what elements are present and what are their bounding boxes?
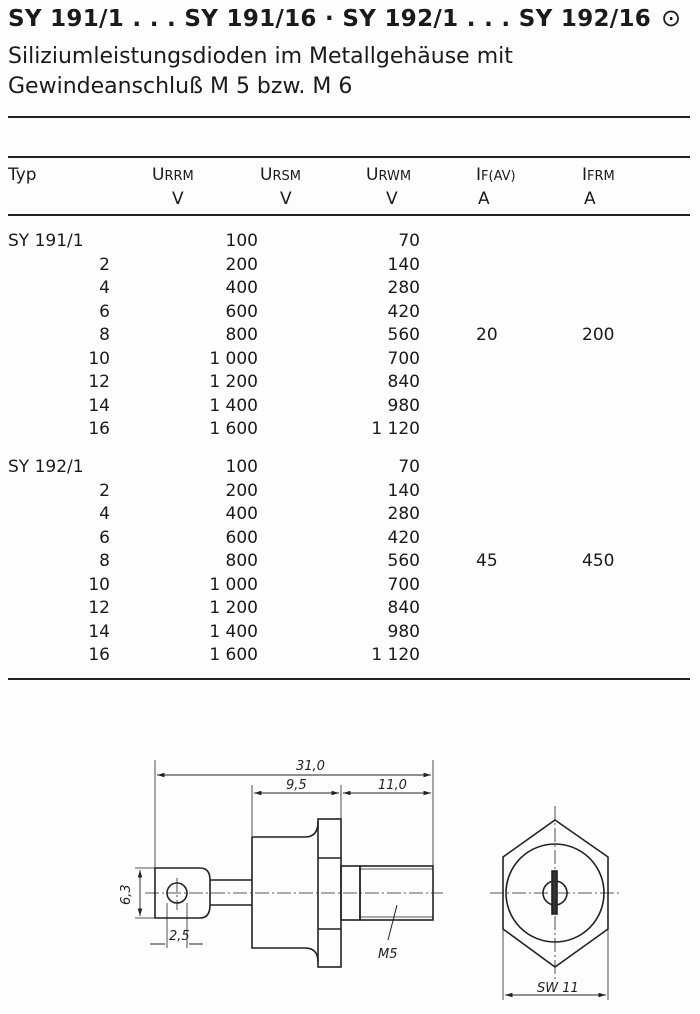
- dim-total-label: 31,0: [296, 759, 325, 774]
- urwm-cell: 980: [387, 395, 420, 416]
- divider: [8, 214, 690, 216]
- column-header: URSM V: [260, 165, 301, 209]
- urrm-cell: 1 600: [209, 645, 258, 665]
- urwm-cell: 140: [387, 480, 420, 501]
- type-cell: 8: [99, 325, 110, 345]
- symbol-icon: ⊙: [661, 4, 682, 32]
- dim-hole-label: 2,5: [169, 929, 190, 944]
- ifrm-cell: 200: [582, 325, 615, 345]
- type-cell: 4: [99, 278, 110, 298]
- body: [251, 821, 319, 963]
- type-cell: 8: [99, 551, 110, 571]
- urrm-cell: 600: [225, 527, 258, 548]
- subtitle-line1: Siliziumleistungsdioden im Metallgehäuse…: [8, 44, 513, 69]
- urrm-cell: 600: [225, 301, 258, 322]
- type-cell: 2: [99, 480, 110, 501]
- urwm-cell: 700: [387, 574, 420, 595]
- type-cell: 14: [88, 395, 110, 416]
- urwm-cell: 70: [398, 231, 420, 251]
- urwm-cell: 140: [387, 254, 420, 275]
- urwm-cell: 840: [387, 372, 420, 392]
- dim-lug-label: 6,3: [119, 884, 134, 905]
- urwm-cell: 420: [387, 301, 420, 322]
- urrm-cell: 800: [225, 325, 258, 345]
- urwm-cell: 840: [387, 598, 420, 618]
- type-cell: 10: [88, 348, 110, 369]
- type-cell: 2: [99, 254, 110, 275]
- hex-end-view: [502, 819, 609, 968]
- subtitle-line2: Gewindeanschluß M 5 bzw. M 6: [8, 74, 353, 99]
- type-cell: 14: [88, 621, 110, 642]
- urrm-cell: 1 600: [209, 419, 258, 439]
- type-cell: 12: [88, 598, 110, 618]
- urrm-cell: 1 000: [209, 574, 258, 595]
- urwm-cell: 560: [387, 325, 420, 345]
- column-header: URRM V: [152, 165, 194, 209]
- type-cell: 6: [99, 301, 110, 322]
- urrm-cell: 800: [225, 551, 258, 571]
- stem: [210, 879, 252, 906]
- column-header: IFRM A: [582, 165, 615, 209]
- column-header: Typ: [8, 165, 37, 185]
- type-cell: 16: [88, 419, 110, 439]
- divider: [8, 678, 690, 680]
- type-cell: 6: [99, 527, 110, 548]
- urwm-cell: 280: [387, 278, 420, 298]
- urrm-cell: 200: [225, 480, 258, 501]
- type-cell: SY 192/1: [8, 457, 84, 477]
- urwm-cell: 700: [387, 348, 420, 369]
- urwm-cell: 70: [398, 457, 420, 477]
- urrm-cell: 200: [225, 254, 258, 275]
- dim-thread-label: 11,0: [378, 778, 407, 793]
- urrm-cell: 1 000: [209, 348, 258, 369]
- urrm-cell: 400: [225, 278, 258, 298]
- page-title: SY 191/1 . . . SY 191/16 · SY 192/1 . . …: [8, 6, 652, 32]
- wrench-size-label: SW 11: [537, 981, 579, 996]
- urwm-cell: 1 120: [371, 419, 420, 439]
- type-cell: 12: [88, 372, 110, 392]
- dim-body-label: 9,5: [286, 778, 307, 793]
- urrm-cell: 1 200: [209, 372, 258, 392]
- type-cell: 16: [88, 645, 110, 665]
- ifrm-cell: 450: [582, 551, 615, 571]
- urwm-cell: 280: [387, 504, 420, 524]
- if-av-cell: 45: [476, 551, 498, 571]
- urrm-cell: 100: [225, 231, 258, 251]
- if-av-cell: 20: [476, 325, 498, 345]
- column-header: IF(AV) A: [476, 165, 516, 209]
- divider: [8, 116, 690, 118]
- urwm-cell: 980: [387, 621, 420, 642]
- urrm-cell: 1 200: [209, 598, 258, 618]
- urwm-cell: 1 120: [371, 645, 420, 665]
- urwm-cell: 560: [387, 551, 420, 571]
- type-cell: 10: [88, 574, 110, 595]
- urrm-cell: 1 400: [209, 395, 258, 416]
- column-header: URWM V: [366, 165, 412, 209]
- urrm-cell: 1 400: [209, 621, 258, 642]
- divider: [8, 156, 690, 158]
- urrm-cell: 100: [225, 457, 258, 477]
- type-cell: SY 191/1: [8, 231, 84, 251]
- type-cell: 4: [99, 504, 110, 524]
- urrm-cell: 400: [225, 504, 258, 524]
- thread-label: M5: [378, 947, 398, 962]
- urwm-cell: 420: [387, 527, 420, 548]
